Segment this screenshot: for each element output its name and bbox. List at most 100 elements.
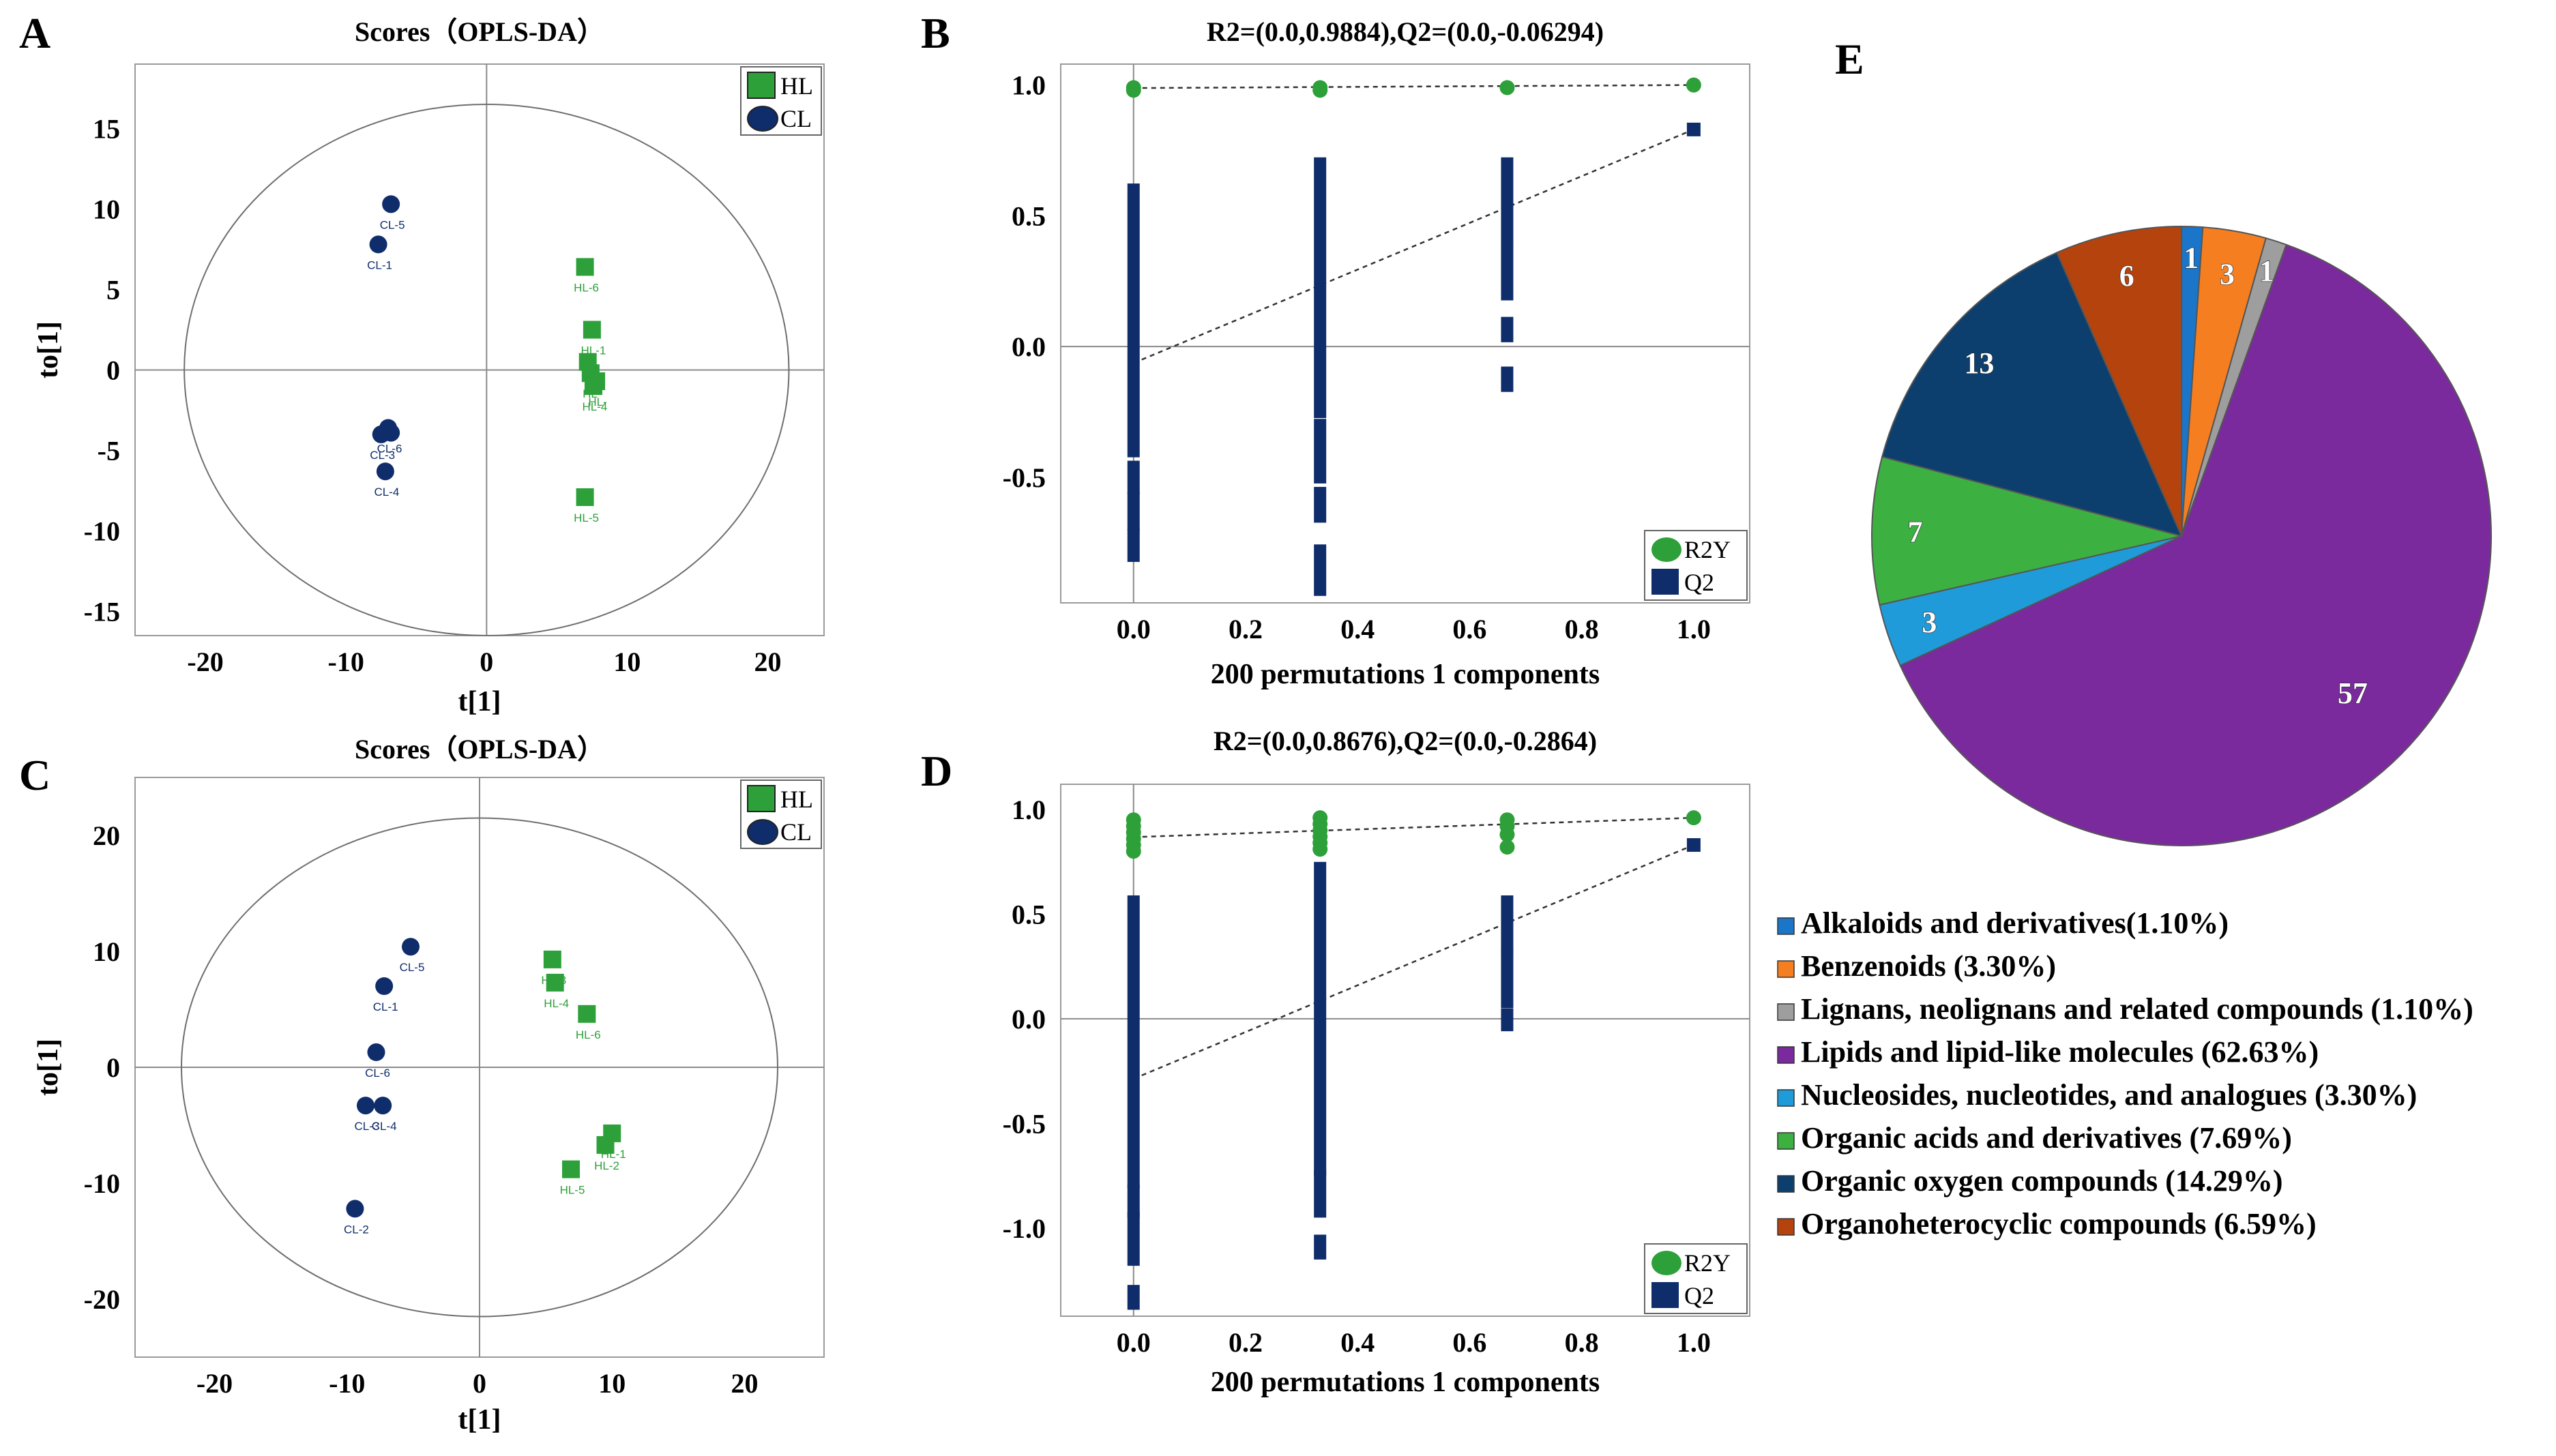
panel-b: B R2=(0.0,0.9884),Q2=(0.0,-0.06294) 0.0 0.2… [921, 9, 1750, 690]
x-tick-label: 0 [480, 647, 493, 677]
legend-swatch [747, 785, 776, 812]
category-legend-swatch [1777, 1003, 1795, 1021]
pie-slice-value: 3 [1922, 606, 1937, 639]
x-tick-label: 0 [473, 1368, 486, 1399]
y-tick-label: 0.5 [1012, 200, 1046, 231]
q2-permutation-markers [1127, 895, 1140, 1189]
pie-slice-value: 6 [2119, 259, 2134, 293]
y-tick-label: -15 [84, 597, 120, 627]
x-tick-label: 1.0 [1677, 614, 1711, 644]
chart-title: R2=(0.0,0.8676),Q2=(0.0,-0.2864) [1214, 726, 1597, 756]
q2-permutation-markers [1501, 949, 1514, 1009]
legend-swatch [747, 72, 776, 99]
panel-letter: D [921, 747, 952, 795]
category-legend-label: Organoheterocyclic compounds (6.59%) [1801, 1207, 2317, 1240]
point-hl [576, 258, 594, 276]
q2-permutation-markers [1127, 183, 1140, 458]
point-label: CL-1 [373, 1000, 398, 1013]
point-hl [583, 321, 601, 339]
q2-permutation-markers [1501, 316, 1514, 342]
pie-slice [1870, 456, 2182, 606]
point-label: CL-5 [380, 218, 405, 231]
panel-c: C Scores（OPLS-DA） -20 -10 0 10 20 20 10 0 -10 -20 t[… [19, 734, 825, 1436]
x-tick-label: -10 [328, 647, 364, 677]
panel-letter: E [1835, 35, 1864, 83]
x-tick-label: 20 [731, 1368, 758, 1399]
x-tick-label: 0.0 [1117, 614, 1151, 644]
point-label: HL-2 [594, 1159, 619, 1172]
category-legend-swatch [1777, 917, 1795, 935]
point-label: CL-6 [377, 442, 402, 455]
category-legend-label: Lipids and lipid-like molecules (62.63%) [1801, 1035, 2319, 1069]
pie-slice-value: 3 [2220, 257, 2235, 291]
q2-permutation-markers [1501, 1008, 1514, 1032]
point-cl [402, 938, 420, 956]
point-hl [596, 1135, 615, 1154]
point-hl [578, 1005, 596, 1023]
plot-frame [134, 63, 825, 636]
y-tick-label: 0 [106, 1052, 120, 1083]
legend-label: Q2 [1684, 569, 1714, 596]
x-axis-label: 200 permutations 1 components [1211, 1367, 1600, 1398]
point-r2y [1499, 80, 1515, 95]
panel-a: A Scores（OPLS-DA） -20 -10 0 10 20 15 10 5 0 -5 -10 -1… [19, 9, 825, 717]
legend-label: Q2 [1684, 1282, 1714, 1309]
point-cl [346, 1200, 364, 1218]
x-tick-label: 0.6 [1452, 1327, 1486, 1358]
pie-slice-value: 7 [1908, 515, 1923, 548]
y-tick-label: 1.0 [1012, 794, 1046, 825]
x-tick-label: -20 [196, 1368, 233, 1399]
point-label: HL-6 [576, 1028, 601, 1041]
category-legend-swatch [1777, 960, 1795, 978]
point-r2y [1126, 844, 1141, 859]
q2-permutation-markers [1127, 1211, 1140, 1266]
q2-line-regression [1133, 128, 1694, 364]
chart-title: Scores（OPLS-DA） [355, 16, 604, 47]
panel-letter: C [19, 751, 50, 799]
point-r2y [1499, 840, 1515, 855]
point-cl [367, 1043, 385, 1061]
x-tick-label: 10 [613, 647, 641, 677]
point-cl [356, 1097, 374, 1115]
q2-permutation-markers [1127, 529, 1140, 562]
legend-label: CL [780, 818, 812, 846]
pie-slice-value: 1 [2184, 241, 2199, 275]
legend-swatch [747, 819, 778, 845]
category-legend-label: Benzenoids (3.30%) [1801, 949, 2056, 983]
y-tick-label: 0.5 [1012, 899, 1046, 930]
category-legend-swatch [1777, 1132, 1795, 1150]
legend-label: R2Y [1684, 1249, 1731, 1277]
pie-slice [1881, 252, 2183, 537]
point-cl [376, 462, 394, 481]
q2-permutation-markers [1314, 1170, 1327, 1218]
y-tick-label: 10 [93, 194, 120, 224]
legend-swatch [1651, 537, 1681, 562]
y-tick-label: 0 [106, 355, 120, 386]
r2-line-regression [1133, 816, 1694, 838]
r2-line-regression [1133, 84, 1694, 89]
category-legend-swatch [1777, 1175, 1795, 1193]
chart-title: Scores（OPLS-DA） [355, 734, 604, 764]
y-tick-label: -10 [84, 516, 120, 547]
y-tick-label: 0.0 [1012, 331, 1046, 362]
legend-swatch [747, 106, 778, 132]
legend-label: HL [780, 72, 813, 100]
legend-swatch [1651, 569, 1679, 595]
q2-permutation-markers [1501, 157, 1514, 243]
point-label: CL-6 [365, 1067, 390, 1080]
point-r2y [1499, 827, 1515, 842]
category-legend-label: Nucleosides, nucleotides, and analogues … [1801, 1078, 2417, 1112]
plot-frame [1060, 784, 1750, 1317]
point-q2 [1686, 122, 1701, 136]
point-label: CL-3 [370, 449, 395, 462]
x-axis-label: t[1] [458, 1404, 501, 1436]
y-tick-label: 15 [93, 113, 120, 144]
panel-letter: A [19, 9, 50, 57]
x-axis-label: 200 permutations 1 components [1211, 659, 1600, 690]
category-legend-label: Organic acids and derivatives (7.69%) [1801, 1121, 2292, 1155]
q2-line-regression [1133, 844, 1694, 1080]
x-tick-label: 0.4 [1340, 614, 1375, 644]
x-tick-label: 0.8 [1565, 614, 1599, 644]
point-label: HL- [588, 396, 606, 408]
